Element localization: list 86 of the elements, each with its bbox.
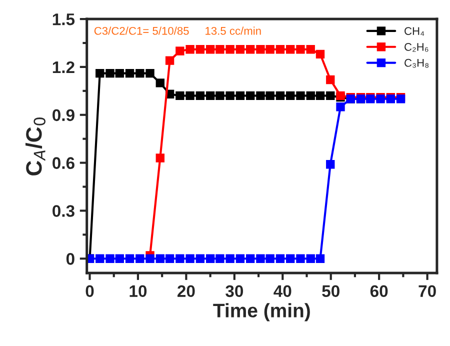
point (326, 91, 335, 100)
x-tick-label: 40 (274, 285, 292, 298)
point (246, 45, 255, 54)
point (146, 254, 154, 263)
point (266, 254, 274, 263)
point (165, 56, 174, 65)
x-tick-label: 60 (370, 285, 388, 298)
point (136, 254, 144, 263)
point (296, 45, 305, 54)
point (316, 254, 325, 263)
point (306, 91, 315, 100)
point (226, 254, 234, 263)
point (256, 91, 265, 100)
y-tick-label: 1.2 (52, 61, 74, 73)
point (266, 45, 274, 54)
point (236, 254, 245, 263)
point (146, 68, 154, 78)
point (125, 254, 134, 263)
point (96, 254, 104, 263)
point (336, 102, 345, 112)
y-tick-label: 0 (66, 253, 74, 265)
point (176, 46, 184, 56)
point (206, 45, 215, 54)
point (156, 78, 164, 88)
point (186, 45, 194, 54)
y-axis-title: C$_{A}$/C$_{0}$ (25, 118, 46, 176)
point (115, 254, 124, 263)
point (186, 254, 194, 263)
point (256, 254, 265, 263)
x-tick-label: 10 (130, 285, 147, 298)
point (196, 45, 205, 54)
x-tick-label: 20 (178, 285, 195, 298)
point (165, 254, 174, 263)
point (206, 254, 215, 263)
x-tick-label: 50 (322, 285, 340, 298)
point (125, 68, 134, 78)
point (156, 254, 164, 263)
point (186, 91, 194, 100)
point (216, 254, 224, 263)
legend-label: C₃H₈ (404, 58, 429, 68)
point (106, 68, 114, 78)
point (236, 91, 245, 100)
point (246, 254, 255, 263)
x-tick-label: 0 (86, 285, 94, 298)
x-tick-label: 70 (418, 285, 436, 298)
point (296, 254, 305, 263)
point (226, 91, 234, 100)
point (286, 254, 295, 263)
point (196, 254, 205, 263)
point (246, 91, 255, 100)
point (106, 254, 114, 263)
point (306, 254, 315, 263)
point (236, 45, 245, 54)
point (286, 91, 295, 100)
y-tick-label: 1.5 (52, 14, 75, 26)
point (286, 45, 295, 54)
x-tick-label: 30 (226, 285, 243, 298)
point (326, 160, 335, 169)
point (296, 91, 305, 100)
point (206, 91, 215, 100)
legend-label: CH₄ (404, 27, 424, 36)
point (316, 50, 325, 59)
y-tick-label: 0.9 (52, 109, 74, 122)
point (216, 45, 224, 54)
point (306, 45, 315, 54)
point (196, 91, 205, 100)
y-tick-label: 0.6 (52, 157, 74, 169)
point (96, 68, 104, 78)
y-tick-label: 0.3 (52, 205, 74, 217)
annotation: C3/C2/C1= 5/10/85 13.5 cc/min (94, 26, 261, 35)
point (115, 68, 124, 78)
point (316, 91, 325, 100)
legend-label: C₂H₆ (404, 43, 428, 52)
point (226, 45, 234, 54)
point (176, 91, 184, 100)
point (256, 45, 265, 54)
point (326, 75, 335, 84)
point (276, 45, 285, 54)
point (136, 68, 144, 78)
point (176, 254, 184, 263)
point (276, 91, 285, 100)
point (156, 154, 164, 162)
point (266, 91, 274, 100)
point (216, 91, 224, 100)
x-axis-title: Time (min) (213, 303, 310, 322)
point (276, 254, 285, 263)
